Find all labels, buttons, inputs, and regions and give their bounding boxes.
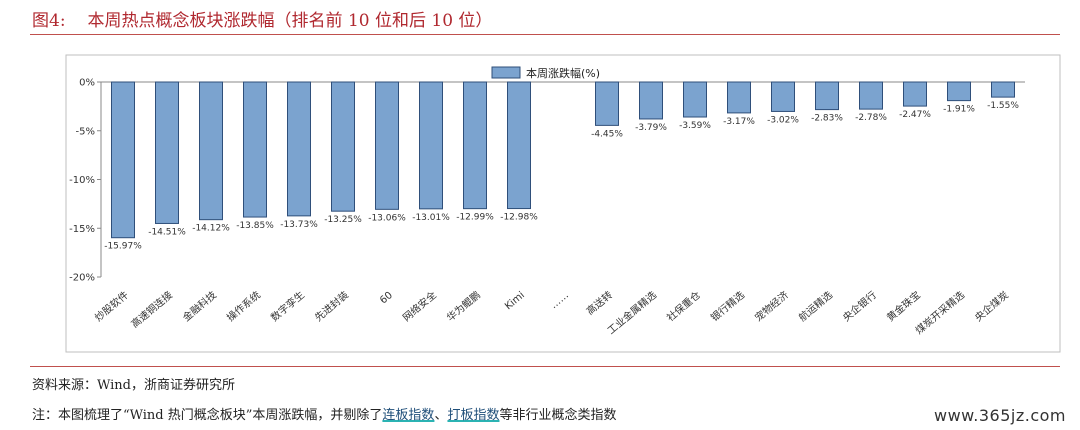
figure-number: 图4: (32, 11, 66, 31)
bar (287, 81, 311, 217)
legend-label: 本周涨跌幅(%) (526, 66, 600, 80)
category-label: 先进封装 (312, 288, 351, 324)
figure-title-text: 本周热点概念板块涨跌幅（排名前 10 位和后 10 位） (87, 11, 493, 31)
data-label: -2.83% (811, 114, 843, 124)
category-label: 央企煤炭 (972, 288, 1011, 324)
category-label: 炒股软件 (92, 288, 131, 324)
data-label: -3.17% (723, 117, 755, 127)
bar (815, 81, 839, 111)
footnote-term-limit-up-index: 连板指数 (382, 408, 435, 423)
data-label: -13.85% (236, 221, 274, 231)
bar (595, 81, 619, 126)
data-label: -13.25% (324, 215, 362, 225)
bar (463, 81, 487, 210)
y-tick-label: -5% (76, 126, 95, 137)
bar (639, 81, 663, 120)
bar (243, 81, 267, 218)
bar (419, 81, 443, 210)
footer-divider (30, 366, 1060, 367)
bar (683, 81, 707, 118)
bar-chart: 0% -5% -10% -15% -20% -15.97% 炒股软件 -14.51% 高速铜连接… (65, 54, 1061, 353)
data-label: -3.79% (635, 123, 667, 133)
category-label: 高速铜连接 (128, 288, 175, 330)
title-divider (30, 34, 1060, 35)
category-label: 工业金属精选 (605, 288, 659, 337)
source-text: 资料来源：Wind，浙商证券研究所 (32, 378, 235, 393)
footnote-term-board-index: 打板指数 (447, 408, 500, 423)
category-label: 华为鲲鹏 (444, 288, 483, 324)
bar (507, 81, 531, 210)
category-label: 银行精选 (708, 288, 747, 324)
category-label: 航运精选 (796, 288, 835, 324)
data-label: -14.51% (148, 227, 186, 237)
y-tick-label: 0% (79, 78, 95, 89)
category-label: 黄金珠宝 (884, 288, 923, 324)
bar (375, 81, 399, 210)
category-label: 金融科技 (180, 288, 219, 324)
y-tick-label: -20% (69, 273, 95, 284)
bar (991, 81, 1015, 98)
data-label: -12.99% (456, 213, 494, 223)
chart-frame (65, 54, 1061, 353)
category-label: Kimi (503, 290, 527, 312)
footnote-suffix: 等非行业概念类指数 (499, 408, 617, 423)
watermark: www.365jz.com (933, 406, 1066, 425)
bar (771, 81, 795, 112)
figure-title: 图4: 本周热点概念板块涨跌幅（排名前 10 位和后 10 位） (32, 6, 492, 31)
data-label: -12.98% (500, 213, 538, 223)
data-label: -15.97% (104, 242, 142, 252)
data-label: -4.45% (591, 129, 623, 139)
category-label: 操作系统 (224, 288, 263, 324)
category-label: 央企银行 (840, 288, 879, 324)
category-label: 社保重仓 (664, 288, 703, 324)
category-label: 煤炭开采精选 (913, 288, 967, 337)
category-label: …… (549, 290, 571, 311)
data-label: -1.55% (987, 101, 1019, 111)
data-label: -13.06% (368, 213, 406, 223)
footnote-prefix: 注：本图梳理了“Wind 热门概念板块”本周涨跌幅，并剔除了 (32, 408, 383, 423)
data-label: -13.01% (412, 213, 450, 223)
category-label: 网络安全 (400, 288, 439, 324)
y-tick-label: -10% (69, 175, 95, 186)
data-label: -2.78% (855, 113, 887, 123)
bar (903, 81, 927, 107)
data-label: -3.59% (679, 121, 711, 131)
bar (859, 81, 883, 110)
footnote: 注：本图梳理了“Wind 热门概念板块”本周涨跌幅，并剔除了连板指数、打板指数等… (32, 404, 616, 423)
category-label: 60 (378, 290, 395, 307)
bar (331, 81, 355, 212)
bar (199, 81, 223, 221)
bar (947, 81, 971, 102)
footnote-separator: 、 (434, 408, 448, 423)
data-label: -3.02% (767, 115, 799, 125)
data-label: -13.73% (280, 220, 318, 230)
y-tick-label: -15% (69, 224, 95, 235)
data-label: -1.91% (943, 105, 975, 115)
bar (155, 81, 179, 224)
data-label: -14.12% (192, 224, 230, 234)
category-label: 宠物经济 (752, 288, 791, 324)
bar (111, 81, 135, 239)
category-label: 数字孪生 (268, 288, 307, 324)
data-label: -2.47% (899, 110, 931, 120)
category-label: 高送转 (584, 288, 615, 317)
bar (727, 81, 751, 114)
legend-swatch (491, 66, 521, 79)
